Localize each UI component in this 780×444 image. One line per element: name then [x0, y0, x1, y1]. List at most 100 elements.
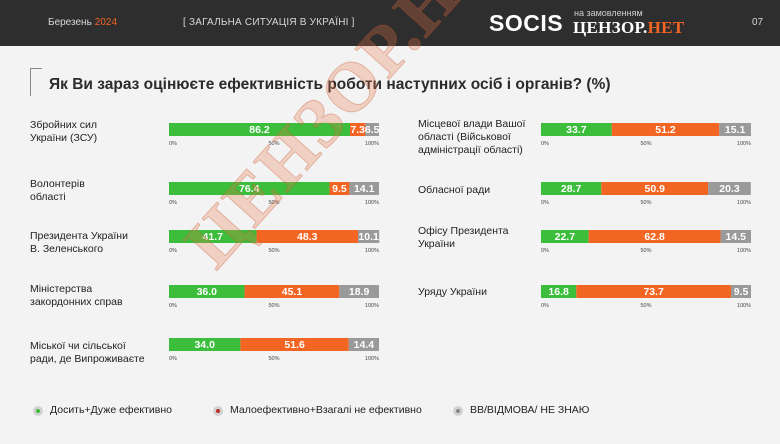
axis-tick-label: 0% — [541, 141, 549, 147]
bar-segment — [169, 182, 330, 195]
report-date: Березень 2024 — [48, 17, 117, 28]
bar-row: 33.7 51.2 15.1 0% 50% 100% — [541, 123, 751, 147]
bar-segment-label: 51.2 — [655, 124, 676, 136]
row-label-line: В. Зеленського — [30, 243, 104, 255]
bar-segment — [348, 338, 379, 351]
row-label-line: області — [30, 191, 66, 203]
axis-tick-label: 50% — [640, 303, 651, 309]
title-bracket-decoration — [30, 68, 42, 96]
axis-tick-label: 50% — [268, 303, 279, 309]
row-label-line: адміністрації області) — [418, 144, 523, 156]
bar-segment — [541, 285, 577, 298]
bar-segment-label: 50.9 — [645, 183, 666, 195]
bar-segment — [350, 123, 366, 136]
axis-tick-label: 100% — [365, 200, 379, 206]
axis-tick-label: 0% — [541, 200, 549, 206]
bar-segment-label: 6.5 — [365, 124, 380, 136]
bar-segment — [169, 285, 245, 298]
censor-logo: ЦЕНЗОР.НЕТ — [573, 18, 684, 38]
row-label-line: Збройних сил — [30, 119, 97, 131]
legend-marker-icon — [453, 406, 463, 416]
axis-tick-label: 50% — [640, 141, 651, 147]
axis-tick-label: 50% — [268, 356, 279, 362]
report-topic: [ ЗАГАЛЬНА СИТУАЦІЯ В УКРАЇНІ ] — [183, 17, 355, 28]
axis-tick-label: 100% — [737, 248, 751, 254]
bar-segment — [576, 285, 732, 298]
row-label-line: України — [418, 238, 456, 250]
report-month: Березень — [48, 17, 92, 28]
row-label-line: Уряду України — [418, 286, 487, 298]
axis-tick-label: 0% — [541, 248, 549, 254]
logo-commissioned-by: на замовленням — [574, 8, 643, 18]
row-label-line: України (ЗСУ) — [30, 132, 98, 144]
bar-segment — [708, 182, 751, 195]
axis-tick-label: 100% — [737, 141, 751, 147]
bar-row: 76.4 9.5 14.1 0% 50% 100% — [169, 182, 379, 206]
bar-segment-label: 76.4 — [239, 183, 260, 195]
bar-segment — [719, 123, 751, 136]
chart-title: Як Ви зараз оцінюєте ефективність роботи… — [49, 76, 611, 93]
bar-segment — [169, 123, 351, 136]
bar-segment-label: 14.4 — [354, 339, 375, 351]
bar-segment-label: 16.8 — [548, 286, 569, 298]
bar-segment-label: 15.1 — [725, 124, 746, 136]
row-label-line: Міністерства — [30, 283, 93, 295]
bar-segment-label: 36.0 — [197, 286, 218, 298]
row-label-line: ради, де Випроживаєте — [30, 353, 145, 365]
row-label: Обласної ради — [418, 184, 490, 197]
row-label-line: Волонтерів — [30, 178, 85, 190]
socis-logo: SOCIS — [489, 10, 564, 36]
bar-row: 16.8 73.7 9.5 0% 50% 100% — [541, 285, 751, 309]
bar-row: 36.0 45.1 18.9 0% 50% 100% — [169, 285, 379, 309]
bar-segment-label: 18.9 — [349, 286, 370, 298]
legend-label: Малоефективно+Взагалі не ефективно — [230, 404, 422, 416]
axis-tick-label: 100% — [365, 141, 379, 147]
bar-segment-label: 20.3 — [719, 183, 740, 195]
censor-logo-net: НЕТ — [647, 18, 685, 37]
axis-tick-label: 50% — [268, 200, 279, 206]
bar-segment-label: 86.2 — [249, 124, 270, 136]
page-number: 07 — [752, 17, 764, 28]
row-label: Офісу Президента України — [418, 225, 509, 251]
axis-tick-label: 50% — [640, 200, 651, 206]
axis-tick-label: 100% — [737, 303, 751, 309]
bar-segment — [541, 123, 612, 136]
bar-segment — [541, 182, 602, 195]
bar-row: 22.7 62.8 14.5 0% 50% 100% — [541, 230, 751, 254]
bar-segment-label: 73.7 — [643, 286, 664, 298]
bar-row: 41.7 48.3 10.1 0% 50% 100% — [169, 230, 380, 254]
legend-label: ВВ/ВІДМОВА/ НЕ ЗНАЮ — [470, 404, 590, 416]
bar-segment-label: 45.1 — [282, 286, 303, 298]
axis-tick-label: 50% — [268, 248, 279, 254]
row-label-line: області (Військової — [418, 131, 511, 143]
axis-tick-label: 50% — [640, 248, 651, 254]
row-label-line: закордонних справ — [30, 296, 123, 308]
bar-segment-label: 51.6 — [284, 339, 305, 351]
bar-segment-label: 9.5 — [332, 183, 347, 195]
bar-segment — [240, 338, 349, 351]
row-label: Місцевої влади Вашої області (Військової а… — [418, 118, 525, 157]
axis-tick-label: 100% — [365, 248, 379, 254]
axis-tick-label: 100% — [365, 303, 379, 309]
bar-segment-label: 14.5 — [726, 231, 747, 243]
bar-row: 34.0 51.6 14.4 0% 50% 100% — [169, 338, 379, 362]
bar-segment — [588, 230, 721, 243]
bar-row: 86.2 7.3 6.5 0% 50% 100% — [169, 123, 380, 147]
bar-segment — [169, 230, 257, 243]
row-label-line: Місцевої влади Вашої — [418, 118, 526, 130]
bar-segment — [601, 182, 709, 195]
bar-segment-label: 10.1 — [358, 231, 379, 243]
row-label-line: Офісу Президента — [418, 225, 509, 237]
bar-segment-label: 41.7 — [203, 231, 224, 243]
row-label-line: Президента України — [30, 230, 128, 242]
bar-segment — [349, 182, 379, 195]
axis-tick-label: 0% — [169, 248, 177, 254]
row-label: Збройних сил України (ЗСУ) — [30, 119, 97, 145]
axis-tick-label: 100% — [365, 356, 379, 362]
row-label: Уряду України — [418, 286, 487, 299]
legend-label: Досить+Дуже ефективно — [50, 404, 173, 416]
bar-segment-label: 34.0 — [194, 339, 215, 351]
report-year: 2024 — [94, 17, 118, 28]
row-label: Волонтерів області — [30, 178, 85, 204]
row-label: Президента України В. Зеленського — [30, 230, 128, 256]
